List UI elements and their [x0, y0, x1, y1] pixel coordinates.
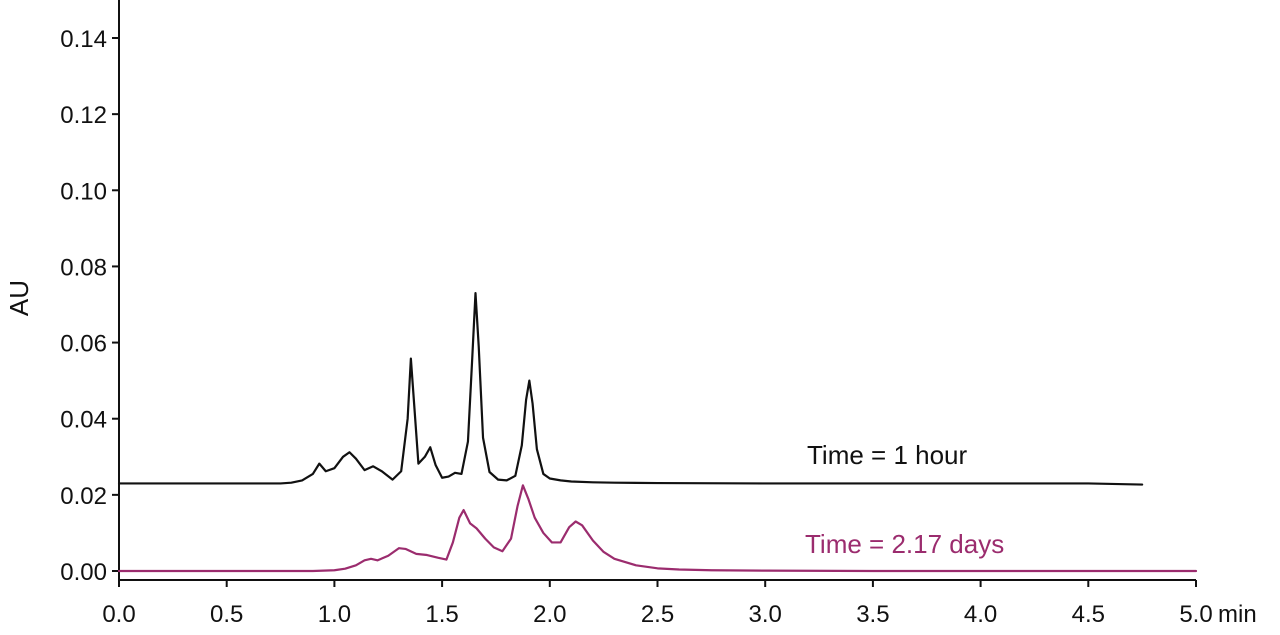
x-tick-label: 5.0 — [1179, 601, 1212, 628]
x-tick-label: 4.0 — [964, 601, 997, 628]
series-labels: Time = 1 hour Time = 2.17 days — [805, 440, 1004, 559]
series-line-1 — [117, 291, 1144, 486]
x-tick-label: 3.5 — [856, 601, 889, 628]
x-tick-label: 3.0 — [749, 601, 782, 628]
y-axis-title: AU — [4, 280, 34, 316]
x-tick-label: 2.0 — [533, 601, 566, 628]
x-axis-unit: min — [1218, 601, 1257, 628]
x-ticks: 0.0 0.5 1.0 1.5 2.0 2.5 3.0 3.5 4.0 4.5 5.0 — [102, 580, 1213, 628]
y-tick-label: 0.12 — [60, 102, 107, 129]
y-tick-label: 0.00 — [60, 559, 107, 586]
series-label-2: Time = 2.17 days — [805, 529, 1004, 559]
x-tick-label: 1.5 — [425, 601, 458, 628]
x-tick-label: 4.5 — [1072, 601, 1105, 628]
y-tick-label: 0.06 — [60, 331, 107, 358]
axes-layer — [118, 0, 1196, 581]
x-tick-label: 0.0 — [102, 601, 135, 628]
x-tick-label: 1.0 — [318, 601, 351, 628]
y-ticks: 0.00 0.02 0.04 0.06 0.08 0.10 0.12 0.14 — [60, 26, 119, 586]
y-tick-label: 0.08 — [60, 254, 107, 281]
y-tick-label: 0.10 — [60, 178, 107, 205]
y-tick-label: 0.14 — [60, 26, 107, 53]
series-label-1: Time = 1 hour — [807, 440, 968, 470]
series-layer — [117, 291, 1198, 573]
series-line-2 — [117, 484, 1198, 573]
x-tick-label: 2.5 — [641, 601, 674, 628]
x-tick-label: 0.5 — [210, 601, 243, 628]
y-tick-label: 0.02 — [60, 483, 107, 510]
y-tick-label: 0.04 — [60, 407, 107, 434]
